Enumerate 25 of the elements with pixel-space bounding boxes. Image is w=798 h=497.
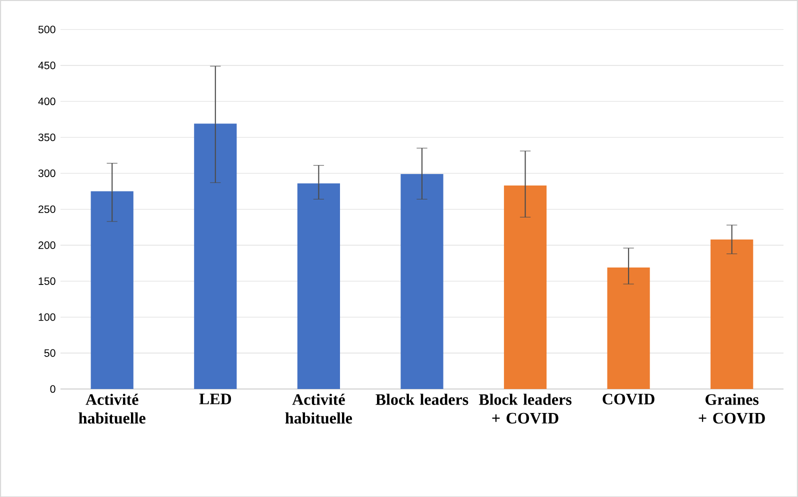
- bar: [297, 183, 340, 389]
- y-tick-label: 450: [38, 61, 56, 70]
- y-tick-label: 300: [38, 169, 56, 177]
- bar: [504, 185, 547, 389]
- y-tick-label: 150: [38, 277, 56, 285]
- y-tick-label: 200: [38, 241, 56, 249]
- bar: [90, 191, 134, 389]
- y-tick-label: 350: [38, 133, 56, 141]
- bar: [194, 123, 237, 389]
- x-tick-label: LED: [199, 394, 232, 404]
- bar: [400, 174, 444, 389]
- x-tick-label: Block leaders: [376, 394, 468, 405]
- x-tick-label: Graines + COVID: [698, 394, 765, 424]
- bar: [607, 267, 650, 389]
- x-tick-label: Block leaders + COVID: [478, 394, 572, 424]
- x-tick-label: Activité habituelle: [78, 394, 146, 424]
- y-tick-label: 100: [38, 313, 56, 321]
- y-tick-label: 0: [50, 385, 56, 393]
- y-tick-label: 500: [38, 26, 56, 34]
- x-tick-label: COVID: [602, 394, 654, 404]
- bar: [710, 239, 754, 389]
- y-tick-label: 400: [38, 97, 56, 105]
- y-tick-label: 250: [38, 205, 56, 213]
- x-tick-label: Activité habituelle: [285, 394, 352, 424]
- y-tick-label: 50: [44, 349, 56, 357]
